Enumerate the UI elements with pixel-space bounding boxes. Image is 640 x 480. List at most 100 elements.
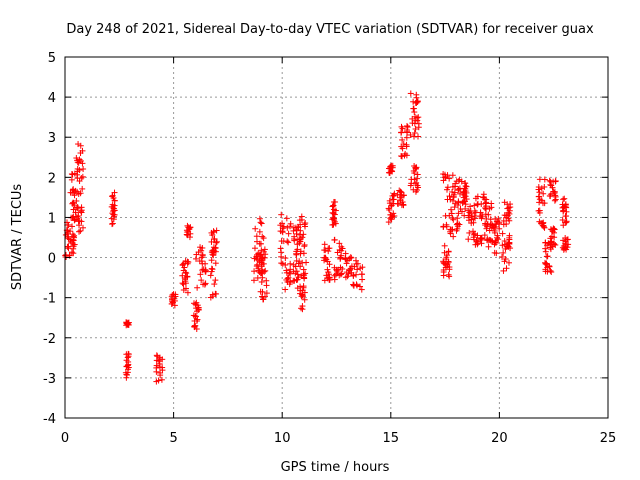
data-point	[561, 195, 568, 202]
data-point	[213, 290, 220, 297]
data-point	[494, 234, 501, 241]
data-point	[282, 286, 289, 293]
data-point	[389, 192, 396, 199]
data-point	[76, 222, 83, 229]
data-point	[542, 260, 549, 267]
data-point	[506, 259, 513, 266]
data-point	[398, 202, 405, 209]
data-point	[324, 275, 331, 282]
data-point	[258, 261, 265, 268]
data-point	[260, 296, 267, 303]
data-point	[479, 213, 486, 220]
data-point	[109, 192, 116, 199]
data-point	[541, 224, 548, 231]
data-point	[282, 261, 289, 268]
data-point	[460, 194, 467, 201]
data-point	[182, 269, 189, 276]
data-point	[80, 166, 87, 173]
data-point	[412, 125, 419, 132]
data-point	[403, 128, 410, 135]
data-point	[543, 253, 550, 260]
data-point	[297, 250, 304, 257]
data-point	[258, 247, 265, 254]
data-point	[337, 254, 344, 261]
data-point	[502, 255, 509, 262]
data-point	[407, 131, 414, 138]
data-point	[68, 249, 75, 256]
data-point	[67, 189, 74, 196]
data-point	[287, 220, 294, 227]
data-point	[404, 124, 411, 131]
data-point	[109, 221, 116, 228]
data-point	[211, 281, 218, 288]
data-point	[208, 238, 215, 245]
data-point	[391, 212, 398, 219]
data-point	[506, 239, 513, 246]
data-point	[69, 240, 76, 247]
data-point	[68, 176, 75, 183]
data-point	[322, 255, 329, 262]
data-point	[294, 271, 301, 278]
data-point	[551, 197, 558, 204]
data-point	[541, 183, 548, 190]
data-point	[179, 280, 186, 287]
data-point	[493, 221, 500, 228]
data-point	[212, 277, 219, 284]
data-point	[496, 225, 503, 232]
data-point	[255, 265, 262, 272]
data-point	[396, 187, 403, 194]
data-point	[210, 244, 217, 251]
data-point	[193, 255, 200, 262]
data-point	[182, 276, 189, 283]
data-point	[455, 210, 462, 217]
data-point	[251, 245, 258, 252]
data-point	[359, 276, 366, 283]
data-point	[344, 273, 351, 280]
data-point	[350, 273, 357, 280]
data-point	[300, 283, 307, 290]
data-point	[536, 193, 543, 200]
data-point	[77, 227, 84, 234]
data-point	[483, 215, 490, 222]
data-point	[501, 199, 508, 206]
data-point	[461, 198, 468, 205]
data-point	[552, 241, 559, 248]
data-point	[251, 268, 258, 275]
data-point	[153, 378, 160, 385]
data-point	[538, 185, 545, 192]
data-point	[253, 233, 260, 240]
data-point	[445, 271, 452, 278]
data-point	[76, 167, 83, 174]
data-point	[455, 177, 462, 184]
data-point	[77, 208, 84, 215]
data-point	[357, 265, 364, 272]
data-point	[195, 249, 202, 256]
data-point	[451, 204, 458, 211]
data-point	[73, 155, 80, 162]
data-point	[503, 221, 510, 228]
data-point	[79, 147, 86, 154]
data-point	[547, 226, 554, 233]
data-point	[358, 271, 365, 278]
data-point	[388, 162, 395, 169]
data-point	[466, 209, 473, 216]
data-point	[500, 217, 507, 224]
data-point	[295, 274, 302, 281]
data-point	[547, 267, 554, 274]
data-point	[70, 236, 77, 243]
data-point	[293, 268, 300, 275]
data-point	[505, 209, 512, 216]
data-point	[385, 219, 392, 226]
data-point	[358, 286, 365, 293]
data-point	[79, 224, 86, 231]
data-point	[353, 282, 360, 289]
data-point	[331, 272, 338, 279]
data-point	[440, 177, 447, 184]
data-point	[490, 224, 497, 231]
data-point	[192, 312, 199, 319]
data-point	[449, 226, 456, 233]
data-point	[462, 185, 469, 192]
data-point	[546, 262, 553, 269]
data-point	[456, 221, 463, 228]
